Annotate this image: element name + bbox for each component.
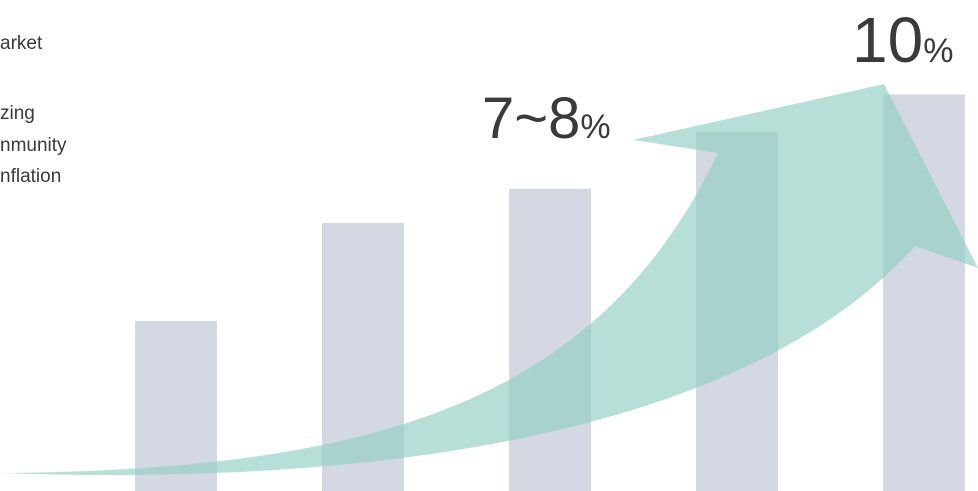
growth-arrow (0, 84, 978, 476)
note-line-2: zing (0, 103, 35, 124)
note-line-4: nflation (0, 166, 62, 187)
annotation-10-number: 10 (852, 4, 924, 76)
annotation-7-8-percent: 7~8% (482, 90, 611, 148)
note-line-1: arket (0, 33, 43, 54)
bar-1 (135, 321, 217, 491)
note-line-3: nmunity (0, 135, 67, 156)
annotation-10-percent: 10% (852, 8, 953, 72)
annotation-7-8-number: 7~8 (482, 86, 581, 151)
annotation-7-8-unit: % (580, 108, 611, 146)
annotation-10-unit: % (923, 32, 954, 70)
